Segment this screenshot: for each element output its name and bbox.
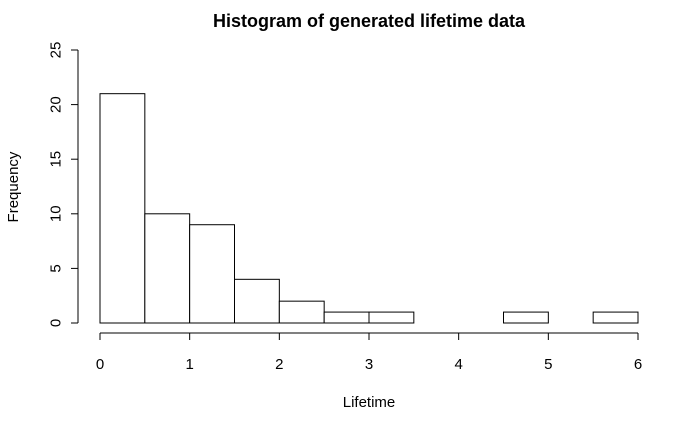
x-axis-label: Lifetime bbox=[343, 394, 396, 411]
y-tick-label: 20 bbox=[48, 96, 65, 113]
y-tick-label: 25 bbox=[48, 42, 65, 59]
x-tick-label: 1 bbox=[185, 356, 193, 373]
histogram-bar-3 bbox=[234, 278, 280, 324]
x-axis: 0 1 2 3 4 5 6 bbox=[96, 332, 642, 373]
x-tick-label: 6 bbox=[634, 356, 642, 373]
chart-title: Histogram of generated lifetime data bbox=[213, 11, 526, 31]
histogram-bar-4 bbox=[278, 300, 325, 324]
histogram-bar-5 bbox=[323, 311, 370, 324]
y-axis: 0 5 10 15 20 25 bbox=[48, 42, 79, 327]
histogram-bar-1 bbox=[144, 213, 191, 324]
histogram-bar-9 bbox=[503, 311, 549, 324]
histogram-bar-2 bbox=[189, 224, 236, 324]
histogram-bar-0 bbox=[99, 93, 146, 324]
histogram-bar-11 bbox=[592, 311, 639, 324]
x-tick-label: 5 bbox=[544, 356, 552, 373]
histogram-bars bbox=[99, 93, 639, 324]
y-axis-label: Frequency bbox=[5, 151, 22, 222]
y-tick-label: 0 bbox=[48, 319, 65, 327]
y-tick-label: 15 bbox=[48, 151, 65, 168]
y-tick-label: 10 bbox=[48, 205, 65, 222]
x-tick-label: 2 bbox=[275, 356, 283, 373]
histogram-bar-6 bbox=[368, 311, 415, 324]
y-tick-label: 5 bbox=[48, 264, 65, 272]
x-tick-label: 0 bbox=[96, 356, 104, 373]
x-tick-label: 4 bbox=[454, 356, 462, 373]
x-tick-label: 3 bbox=[365, 356, 373, 373]
